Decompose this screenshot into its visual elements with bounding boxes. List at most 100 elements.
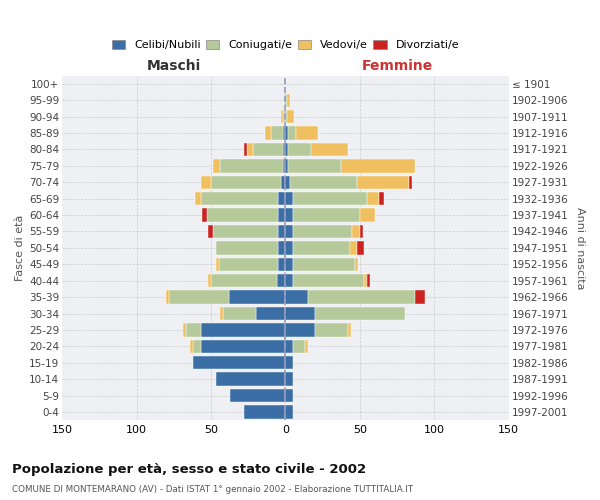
- Bar: [286, 389, 293, 402]
- Bar: [379, 192, 384, 205]
- Bar: [215, 241, 278, 254]
- Bar: [200, 192, 278, 205]
- Bar: [186, 323, 200, 336]
- Text: Maschi: Maschi: [147, 59, 201, 73]
- Bar: [169, 290, 229, 304]
- Bar: [218, 258, 278, 271]
- Bar: [367, 274, 370, 287]
- Bar: [190, 340, 193, 353]
- Bar: [208, 225, 212, 238]
- Bar: [278, 241, 286, 254]
- Bar: [286, 274, 293, 287]
- Bar: [293, 225, 352, 238]
- Bar: [208, 274, 211, 287]
- Bar: [284, 94, 286, 107]
- Bar: [286, 94, 287, 107]
- Bar: [230, 389, 286, 402]
- Bar: [357, 241, 364, 254]
- Y-axis label: Anni di nascita: Anni di nascita: [575, 206, 585, 289]
- Bar: [212, 159, 220, 172]
- Bar: [286, 176, 290, 189]
- Bar: [277, 274, 286, 287]
- Bar: [293, 340, 305, 353]
- Bar: [350, 241, 357, 254]
- Bar: [229, 290, 286, 304]
- Bar: [271, 126, 283, 140]
- Bar: [166, 290, 169, 304]
- Bar: [283, 126, 286, 140]
- Bar: [281, 110, 283, 124]
- Bar: [286, 225, 293, 238]
- Bar: [289, 142, 311, 156]
- Bar: [290, 176, 357, 189]
- Bar: [193, 340, 200, 353]
- Bar: [286, 258, 293, 271]
- Bar: [357, 176, 409, 189]
- Bar: [293, 208, 360, 222]
- Bar: [341, 159, 415, 172]
- Bar: [293, 241, 350, 254]
- Bar: [283, 110, 286, 124]
- Bar: [244, 142, 247, 156]
- Text: COMUNE DI MONTEMARANO (AV) - Dati ISTAT 1° gennaio 2002 - Elaborazione TUTTITALI: COMUNE DI MONTEMARANO (AV) - Dati ISTAT …: [12, 485, 413, 494]
- Bar: [355, 258, 358, 271]
- Bar: [256, 307, 286, 320]
- Bar: [286, 208, 293, 222]
- Bar: [253, 142, 283, 156]
- Bar: [293, 192, 367, 205]
- Bar: [247, 142, 253, 156]
- Bar: [220, 307, 223, 320]
- Bar: [278, 258, 286, 271]
- Bar: [409, 176, 412, 189]
- Bar: [305, 340, 308, 353]
- Bar: [193, 356, 286, 370]
- Bar: [244, 405, 286, 418]
- Bar: [352, 225, 360, 238]
- Bar: [223, 307, 256, 320]
- Bar: [281, 176, 286, 189]
- Bar: [289, 126, 296, 140]
- Bar: [212, 225, 278, 238]
- Bar: [296, 126, 318, 140]
- Y-axis label: Fasce di età: Fasce di età: [15, 214, 25, 281]
- Legend: Celibi/Nubili, Coniugati/e, Vedovi/e, Divorziati/e: Celibi/Nubili, Coniugati/e, Vedovi/e, Di…: [112, 40, 460, 50]
- Bar: [286, 142, 289, 156]
- Text: Femmine: Femmine: [362, 59, 433, 73]
- Bar: [287, 94, 290, 107]
- Bar: [278, 192, 286, 205]
- Bar: [283, 142, 286, 156]
- Bar: [360, 208, 375, 222]
- Bar: [286, 192, 293, 205]
- Bar: [286, 372, 293, 386]
- Bar: [287, 110, 295, 124]
- Bar: [286, 159, 289, 172]
- Bar: [289, 159, 341, 172]
- Bar: [211, 274, 277, 287]
- Bar: [286, 307, 315, 320]
- Bar: [283, 159, 286, 172]
- Bar: [348, 323, 351, 336]
- Bar: [194, 192, 200, 205]
- Bar: [200, 176, 211, 189]
- Bar: [265, 126, 271, 140]
- Bar: [211, 176, 281, 189]
- Bar: [286, 405, 293, 418]
- Bar: [215, 372, 286, 386]
- Bar: [200, 323, 286, 336]
- Bar: [220, 159, 283, 172]
- Bar: [286, 290, 308, 304]
- Bar: [278, 208, 286, 222]
- Bar: [293, 274, 364, 287]
- Bar: [286, 110, 287, 124]
- Bar: [183, 323, 186, 336]
- Bar: [286, 340, 293, 353]
- Bar: [293, 258, 355, 271]
- Bar: [286, 126, 289, 140]
- Bar: [415, 290, 425, 304]
- Bar: [364, 274, 367, 287]
- Bar: [367, 192, 379, 205]
- Bar: [200, 340, 286, 353]
- Bar: [308, 290, 415, 304]
- Bar: [360, 225, 363, 238]
- Bar: [202, 208, 206, 222]
